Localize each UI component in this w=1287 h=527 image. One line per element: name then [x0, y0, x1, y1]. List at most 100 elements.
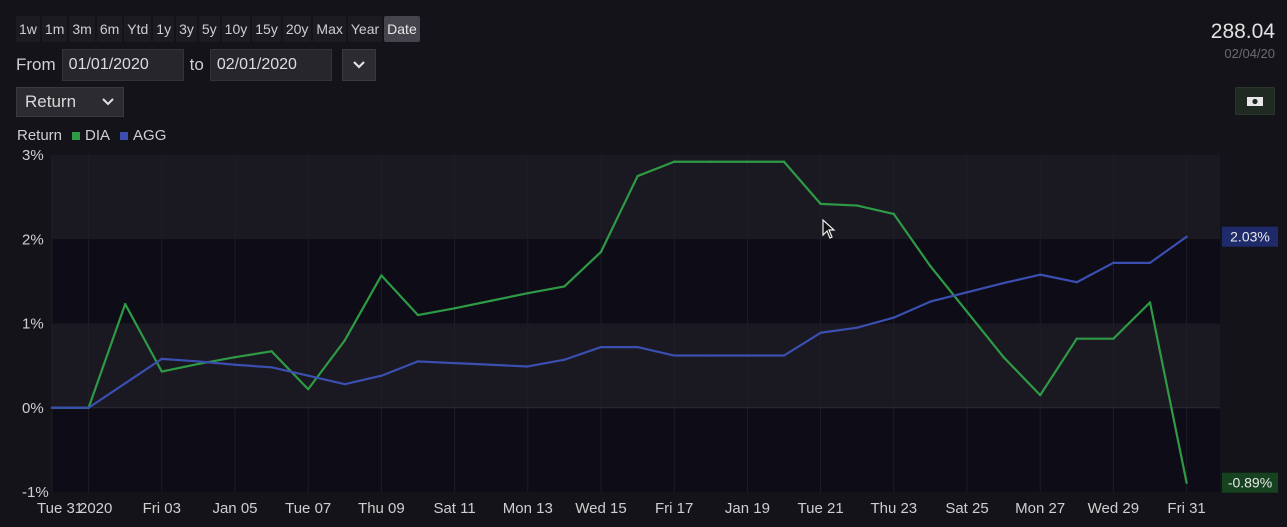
end-tag-label-agg: 2.03%: [1230, 229, 1270, 245]
data-point-dia: [1185, 481, 1188, 484]
from-date-input[interactable]: [61, 49, 184, 81]
data-point-dia: [782, 160, 786, 163]
data-point-agg: [856, 326, 859, 329]
legend-swatch-dia: [72, 131, 81, 140]
data-point-agg: [1148, 261, 1152, 265]
legend-label-dia: DIA: [85, 127, 111, 144]
data-point-dia: [1112, 337, 1115, 340]
legend-title: Return: [17, 127, 63, 144]
data-point-agg: [1185, 235, 1188, 238]
data-point-dia: [490, 299, 493, 302]
range-button-1y[interactable]: 1y: [153, 16, 175, 42]
metric-select[interactable]: Return: [16, 87, 124, 117]
range-button-date[interactable]: Date: [384, 16, 420, 42]
data-point-dia: [416, 313, 420, 317]
range-button-bar: 1w 1m 3m 6m Ytd 1y 3y 5y 10y 15y 20y Max Year Date: [16, 16, 420, 42]
data-point-agg: [782, 354, 786, 357]
range-button-year[interactable]: Year: [347, 16, 383, 42]
to-date-input[interactable]: [209, 49, 332, 81]
data-point-dia: [1148, 301, 1152, 304]
data-point-dia: [746, 160, 749, 163]
x-tick-label: Fri 31: [1167, 500, 1205, 517]
range-button-6m[interactable]: 6m: [96, 16, 123, 42]
data-point-dia: [856, 204, 859, 207]
x-tick-label: Mon 13: [503, 500, 553, 517]
data-point-agg: [160, 357, 163, 361]
data-point-agg: [50, 406, 54, 409]
data-point-agg: [453, 361, 456, 365]
date-dropdown-button[interactable]: [341, 49, 376, 81]
range-button-20y[interactable]: 20y: [282, 16, 312, 42]
data-point-agg: [673, 354, 676, 357]
data-point-agg: [965, 291, 969, 294]
data-point-agg: [307, 374, 310, 377]
metric-select-value: Return: [25, 92, 77, 111]
from-label: From: [16, 55, 56, 74]
y-tick-label: 0%: [22, 400, 44, 417]
series-line-dia: [52, 160, 1188, 483]
series-line-agg: [52, 235, 1188, 409]
range-button-1m[interactable]: 1m: [41, 16, 68, 42]
end-tag-dia: [1222, 472, 1278, 493]
x-tick-label: 2020: [79, 500, 112, 517]
data-point-agg: [343, 382, 346, 386]
x-tick-label: Thu 09: [358, 500, 405, 517]
range-button-3y[interactable]: 3y: [176, 16, 197, 42]
data-point-dia: [1039, 393, 1042, 397]
range-button-5y[interactable]: 5y: [198, 16, 220, 42]
data-point-dia: [1075, 337, 1079, 340]
legend-swatch-agg: [120, 131, 129, 140]
data-point-dia: [270, 350, 273, 353]
grid-band: [52, 407, 1220, 492]
data-point-dia: [160, 370, 163, 373]
data-point-agg: [636, 345, 639, 349]
legend-item-agg[interactable]: AGG: [120, 127, 166, 144]
data-point-agg: [380, 374, 383, 377]
data-point-agg: [819, 331, 822, 334]
range-button-max[interactable]: Max: [313, 16, 346, 42]
x-tick-label: Sat 25: [945, 500, 988, 517]
data-point-dia: [124, 302, 127, 306]
data-point-dia: [563, 285, 566, 288]
x-tick-label: Tue 07: [285, 500, 331, 517]
data-point-agg: [892, 316, 895, 319]
data-point-dia: [343, 339, 346, 342]
grid-band: [52, 239, 1220, 324]
end-tag-agg: [1222, 226, 1278, 247]
legend-label-agg: AGG: [133, 127, 167, 144]
data-point-dia: [673, 160, 676, 163]
data-point-dia: [453, 307, 456, 310]
data-point-agg: [563, 358, 566, 361]
range-button-15y[interactable]: 15y: [252, 16, 281, 42]
y-tick-label: 3%: [22, 147, 44, 164]
legend-item-dia[interactable]: DIA: [72, 127, 110, 144]
data-point-dia: [965, 310, 969, 313]
current-price: 288.04: [1210, 20, 1275, 43]
screenshot-button[interactable]: [1235, 87, 1275, 115]
data-point-agg: [490, 363, 493, 366]
data-point-agg: [1075, 281, 1079, 284]
data-point-agg: [87, 406, 90, 409]
data-point-agg: [746, 354, 749, 357]
data-point-dia: [892, 212, 895, 216]
camera-icon: [1247, 97, 1263, 106]
data-point-dia: [197, 362, 200, 366]
data-point-dia: [819, 202, 822, 206]
range-button-3m[interactable]: 3m: [69, 16, 95, 42]
data-point-agg: [1039, 273, 1042, 276]
mouse-cursor-icon: [822, 219, 836, 239]
x-tick-label: Fri 03: [143, 500, 181, 517]
data-point-dia: [929, 265, 932, 268]
y-tick-label: 2%: [22, 231, 44, 248]
x-tick-label: Sat 11: [433, 500, 475, 517]
range-button-1w[interactable]: 1w: [16, 16, 40, 42]
data-point-agg: [416, 360, 420, 363]
date-range-row: From to: [16, 49, 376, 81]
data-point-dia: [1002, 356, 1005, 359]
data-point-agg: [124, 382, 127, 385]
data-point-dia: [599, 250, 603, 254]
range-button-ytd[interactable]: Ytd: [124, 16, 152, 42]
data-point-agg: [929, 300, 932, 303]
range-button-10y[interactable]: 10y: [221, 16, 251, 42]
